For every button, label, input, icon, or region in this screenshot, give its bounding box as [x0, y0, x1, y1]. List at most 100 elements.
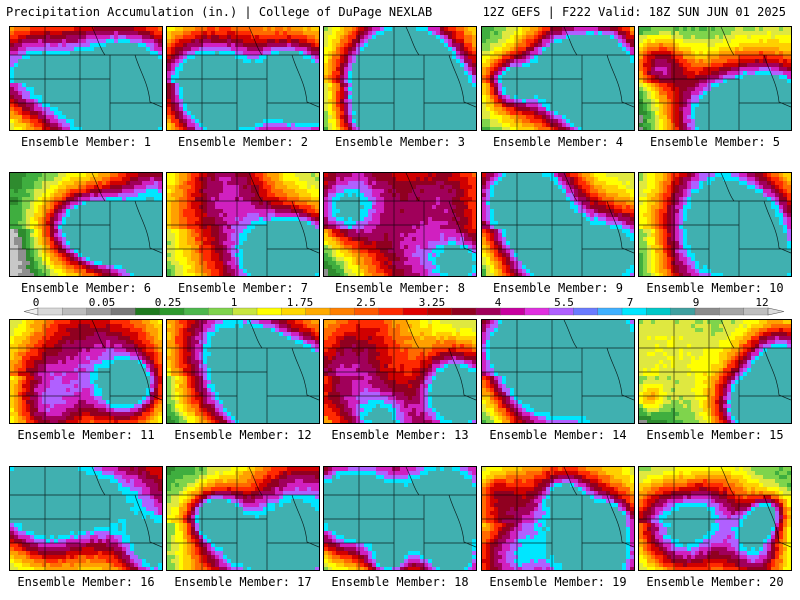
ensemble-map-panel: [9, 319, 163, 424]
colorbar-segment: [329, 307, 355, 316]
colorbar-tick-label: 9: [693, 296, 700, 309]
colorbar-segment: [62, 307, 88, 316]
map-field: [639, 27, 791, 130]
colorbar-segment: [597, 307, 623, 316]
colorbar: 0 0.05 0.25 1 1.75 2.5 3.25 4 5.5 7 9 12: [0, 296, 800, 320]
ensemble-member-label: Ensemble Member: 11: [7, 428, 165, 442]
ensemble-member-label: Ensemble Member: 10: [636, 281, 794, 295]
colorbar-segment: [183, 307, 209, 316]
map-field: [167, 467, 319, 570]
ensemble-member-label: Ensemble Member: 15: [636, 428, 794, 442]
colorbar-segment: [110, 307, 136, 316]
colorbar-segment: [500, 307, 526, 316]
map-field: [167, 173, 319, 276]
ensemble-member-label: Ensemble Member: 20: [636, 575, 794, 589]
colorbar-segment: [378, 307, 404, 316]
ensemble-map-panel: [481, 172, 635, 277]
colorbar-tick-label: 7: [627, 296, 634, 309]
ensemble-member-label: Ensemble Member: 2: [164, 135, 322, 149]
colorbar-tick-label: 0.25: [155, 296, 182, 309]
map-field: [482, 320, 634, 423]
colorbar-segment: [621, 307, 647, 316]
colorbar-segment: [694, 307, 720, 316]
map-field: [639, 320, 791, 423]
colorbar-segment: [524, 307, 550, 316]
colorbar-tick-label: 0.05: [89, 296, 116, 309]
colorbar-segment: [427, 307, 453, 316]
ensemble-map-panel: [323, 172, 477, 277]
ensemble-member-label: Ensemble Member: 9: [479, 281, 637, 295]
colorbar-segment: [646, 307, 672, 316]
map-field: [482, 27, 634, 130]
colorbar-tick-label: 5.5: [554, 296, 574, 309]
colorbar-segment: [159, 307, 185, 316]
ensemble-member-label: Ensemble Member: 5: [636, 135, 794, 149]
ensemble-member-label: Ensemble Member: 18: [321, 575, 479, 589]
ensemble-member-label: Ensemble Member: 8: [321, 281, 479, 295]
colorbar-tick-label: 4: [495, 296, 502, 309]
map-field: [324, 27, 476, 130]
ensemble-map-panel: [9, 172, 163, 277]
colorbar-scale: [23, 307, 785, 316]
colorbar-tick-label: 1: [231, 296, 238, 309]
ensemble-map-panel: [166, 26, 320, 131]
ensemble-member-label: Ensemble Member: 12: [164, 428, 322, 442]
ensemble-map-panel: [166, 319, 320, 424]
colorbar-segment: [573, 307, 599, 316]
ensemble-member-label: Ensemble Member: 13: [321, 428, 479, 442]
map-field: [324, 173, 476, 276]
ensemble-map-panel: [323, 319, 477, 424]
map-field: [482, 467, 634, 570]
colorbar-tick-label: 1.75: [287, 296, 314, 309]
map-field: [10, 467, 162, 570]
colorbar-segment: [548, 307, 574, 316]
ensemble-map-panel: [166, 466, 320, 571]
ensemble-map-panel: [166, 172, 320, 277]
colorbar-tick-label: 2.5: [356, 296, 376, 309]
ensemble-member-label: Ensemble Member: 19: [479, 575, 637, 589]
colorbar-tick-label: 0: [33, 296, 40, 309]
colorbar-tick-label: 12: [755, 296, 768, 309]
colorbar-segment: [135, 307, 161, 316]
map-field: [482, 173, 634, 276]
run-info: 12Z GEFS | F222 Valid: 18Z SUN JUN 01 20…: [483, 5, 786, 19]
colorbar-segment: [402, 307, 428, 316]
ensemble-member-label: Ensemble Member: 7: [164, 281, 322, 295]
colorbar-segment: [281, 307, 307, 316]
colorbar-segment: [305, 307, 331, 316]
map-field: [324, 320, 476, 423]
ensemble-member-label: Ensemble Member: 4: [479, 135, 637, 149]
colorbar-segment: [86, 307, 112, 316]
map-field: [10, 173, 162, 276]
ensemble-map-panel: [323, 466, 477, 571]
colorbar-segment: [256, 307, 282, 316]
ensemble-map-panel: [638, 319, 792, 424]
map-field: [167, 27, 319, 130]
ensemble-map-panel: [481, 319, 635, 424]
colorbar-segment: [719, 307, 745, 316]
colorbar-segment: [208, 307, 234, 316]
ensemble-map-panel: [481, 466, 635, 571]
map-field: [10, 320, 162, 423]
map-field: [324, 467, 476, 570]
colorbar-left-arrow: [23, 307, 39, 316]
colorbar-segment: [670, 307, 696, 316]
ensemble-member-label: Ensemble Member: 3: [321, 135, 479, 149]
ensemble-map-panel: [9, 466, 163, 571]
ensemble-map-panel: [9, 26, 163, 131]
ensemble-map-panel: [481, 26, 635, 131]
colorbar-segment: [451, 307, 477, 316]
ensemble-map-panel: [638, 172, 792, 277]
ensemble-member-label: Ensemble Member: 17: [164, 575, 322, 589]
colorbar-segment: [743, 307, 769, 316]
colorbar-segment: [232, 307, 258, 316]
colorbar-tick-label: 3.25: [419, 296, 446, 309]
map-field: [639, 173, 791, 276]
ensemble-map-panel: [638, 26, 792, 131]
colorbar-segment: [354, 307, 380, 316]
map-field: [639, 467, 791, 570]
ensemble-member-label: Ensemble Member: 1: [7, 135, 165, 149]
ensemble-member-label: Ensemble Member: 14: [479, 428, 637, 442]
colorbar-segment: [475, 307, 501, 316]
chart-title: Precipitation Accumulation (in.) | Colle…: [6, 5, 432, 19]
